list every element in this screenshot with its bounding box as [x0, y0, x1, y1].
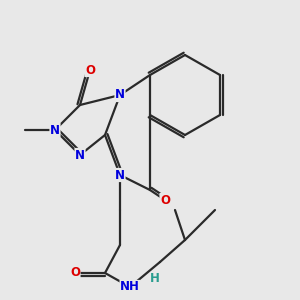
Text: N: N [115, 169, 125, 182]
Text: H: H [150, 272, 160, 284]
Text: N: N [50, 124, 60, 136]
Text: N: N [115, 88, 125, 101]
Text: O: O [70, 266, 80, 280]
Text: O: O [85, 64, 95, 76]
Text: N: N [75, 148, 85, 161]
Text: NH: NH [120, 280, 140, 293]
Text: O: O [160, 194, 170, 206]
